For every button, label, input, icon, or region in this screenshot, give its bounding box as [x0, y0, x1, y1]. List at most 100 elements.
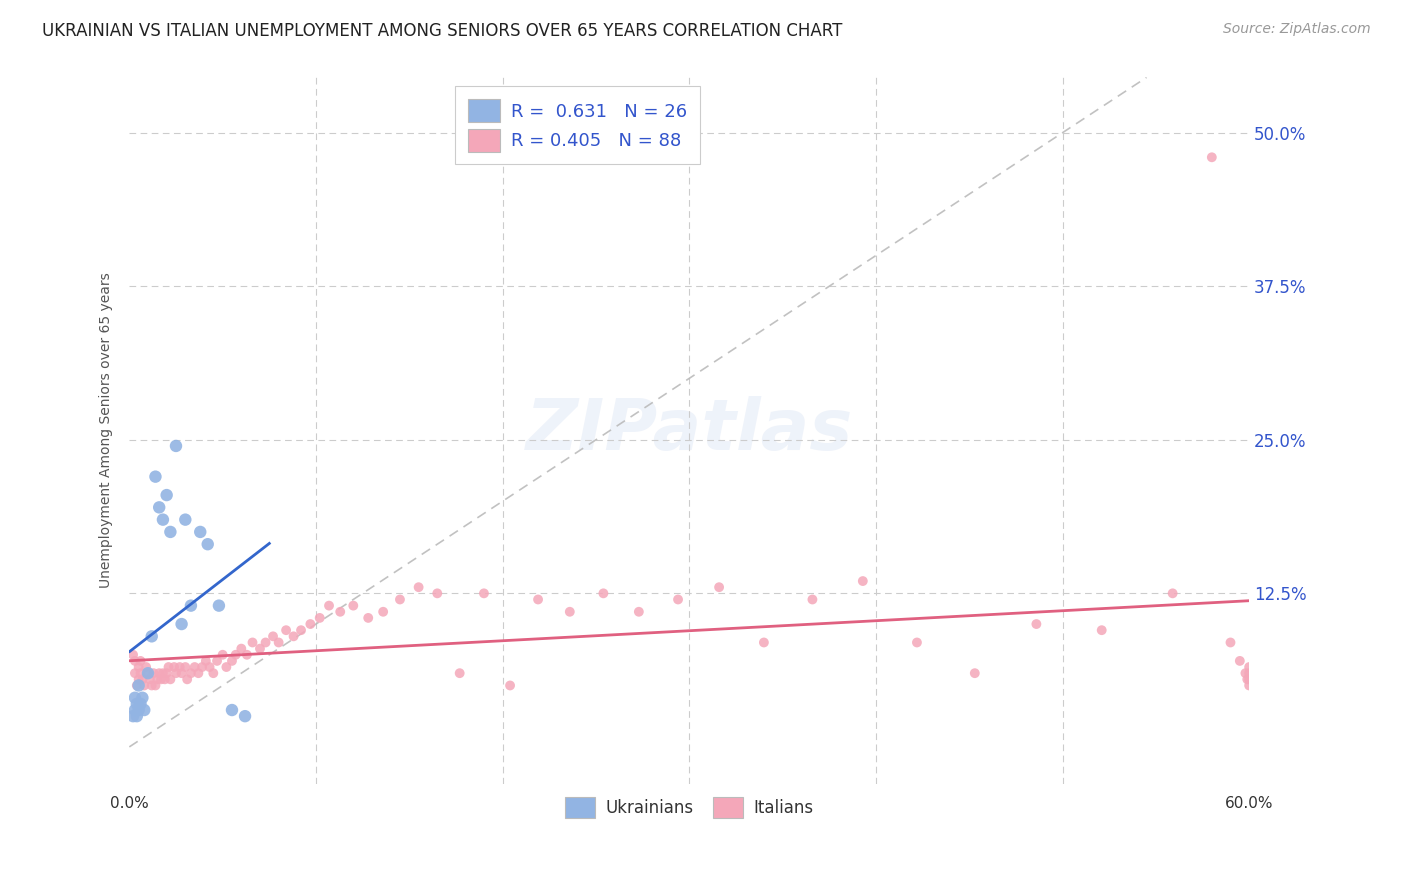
Point — [128, 703, 150, 717]
Point — [170, 666, 193, 681]
Point — [145, 469, 167, 483]
Point — [125, 697, 148, 711]
Point — [141, 629, 163, 643]
Point — [262, 629, 284, 643]
Point — [165, 666, 187, 681]
Point — [148, 666, 170, 681]
Point — [308, 611, 330, 625]
Point — [152, 666, 174, 681]
Point — [373, 605, 395, 619]
Text: 60.0%: 60.0% — [1225, 796, 1274, 811]
Point — [254, 635, 277, 649]
Point — [174, 660, 197, 674]
Point — [318, 599, 340, 613]
Point — [215, 660, 238, 674]
Point — [136, 666, 159, 681]
Point — [449, 666, 471, 681]
Point — [211, 648, 233, 662]
Point — [129, 697, 152, 711]
Point — [128, 678, 150, 692]
Text: 0.0%: 0.0% — [110, 796, 149, 811]
Point — [191, 660, 214, 674]
Point — [249, 641, 271, 656]
Point — [124, 666, 146, 681]
Point — [1025, 617, 1047, 632]
Point — [169, 660, 191, 674]
Point — [153, 673, 176, 687]
Point — [156, 666, 179, 681]
Point — [176, 673, 198, 687]
Y-axis label: Unemployment Among Seniors over 65 years: Unemployment Among Seniors over 65 years — [100, 273, 114, 589]
Point — [233, 709, 256, 723]
Point — [159, 673, 181, 687]
Point — [125, 709, 148, 723]
Point — [145, 678, 167, 692]
Point — [124, 690, 146, 705]
Point — [274, 623, 297, 637]
Point — [472, 586, 495, 600]
Point — [1091, 623, 1114, 637]
Point — [124, 654, 146, 668]
Point — [357, 611, 380, 625]
Point — [221, 654, 243, 668]
Point — [159, 524, 181, 539]
Point — [152, 513, 174, 527]
Point — [592, 586, 614, 600]
Point — [188, 524, 211, 539]
Point — [1219, 635, 1241, 649]
Point — [194, 654, 217, 668]
Point — [388, 592, 411, 607]
Point — [242, 635, 264, 649]
Point — [205, 654, 228, 668]
Point — [157, 660, 180, 674]
Point — [129, 666, 152, 681]
Point — [134, 703, 156, 717]
Point — [148, 500, 170, 515]
Point — [1161, 586, 1184, 600]
Point — [156, 488, 179, 502]
Point — [527, 592, 550, 607]
Point — [131, 673, 153, 687]
Point — [122, 709, 145, 723]
Point — [183, 660, 205, 674]
Point — [136, 666, 159, 681]
Point — [131, 690, 153, 705]
Point — [1236, 673, 1258, 687]
Text: UKRAINIAN VS ITALIAN UNEMPLOYMENT AMONG SENIORS OVER 65 YEARS CORRELATION CHART: UKRAINIAN VS ITALIAN UNEMPLOYMENT AMONG … — [42, 22, 842, 40]
Point — [165, 439, 187, 453]
Point — [180, 666, 202, 681]
Point — [329, 605, 352, 619]
Point — [627, 605, 650, 619]
Point — [135, 660, 157, 674]
Text: ZIPatlas: ZIPatlas — [526, 396, 853, 465]
Point — [963, 666, 986, 681]
Point — [707, 580, 730, 594]
Point — [122, 648, 145, 662]
Point — [187, 666, 209, 681]
Point — [426, 586, 449, 600]
Point — [128, 673, 150, 687]
Point — [208, 599, 231, 613]
Point — [174, 513, 197, 527]
Point — [150, 673, 173, 687]
Point — [202, 666, 225, 681]
Point — [290, 623, 312, 637]
Point — [752, 635, 775, 649]
Point — [236, 648, 259, 662]
Point — [139, 673, 162, 687]
Point — [129, 654, 152, 668]
Point — [1201, 150, 1223, 164]
Point — [197, 537, 219, 551]
Point — [408, 580, 430, 594]
Point — [283, 629, 305, 643]
Point — [198, 660, 221, 674]
Point — [163, 660, 186, 674]
Point — [1234, 666, 1257, 681]
Point — [1237, 678, 1260, 692]
Point — [125, 678, 148, 692]
Point — [170, 617, 193, 632]
Point — [801, 592, 824, 607]
Point — [1237, 660, 1260, 674]
Point — [225, 648, 247, 662]
Point — [342, 599, 364, 613]
